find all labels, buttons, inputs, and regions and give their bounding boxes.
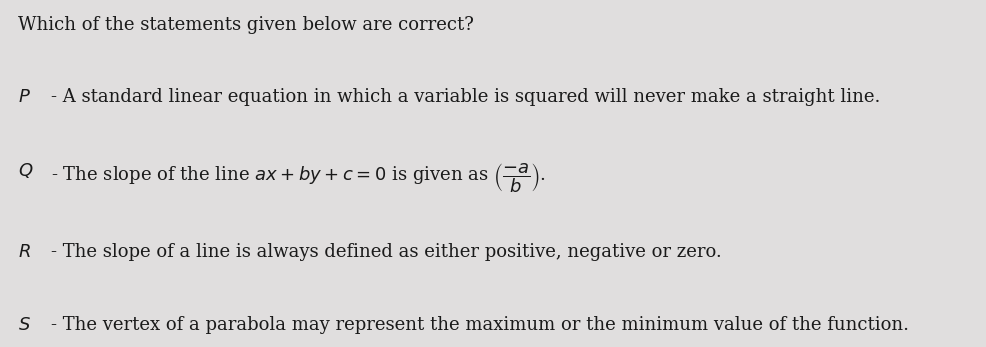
Text: $\mathit{S}$: $\mathit{S}$ — [18, 316, 31, 334]
Text: - The slope of the line $ax + by + c = 0$ is given as $\left(\dfrac{-a}{b}\right: - The slope of the line $ax + by + c = 0… — [51, 161, 546, 195]
Text: $\mathit{Q}$: $\mathit{Q}$ — [18, 161, 34, 180]
Text: $\mathit{R}$: $\mathit{R}$ — [18, 243, 31, 261]
Text: - The slope of a line is always defined as either positive, negative or zero.: - The slope of a line is always defined … — [51, 243, 722, 261]
Text: Which of the statements given below are correct?: Which of the statements given below are … — [18, 16, 473, 34]
Text: - A standard linear equation in which a variable is squared will never make a st: - A standard linear equation in which a … — [51, 88, 880, 107]
Text: - The vertex of a parabola may represent the maximum or the minimum value of the: - The vertex of a parabola may represent… — [51, 316, 908, 334]
Text: $\mathit{P}$: $\mathit{P}$ — [18, 88, 31, 107]
